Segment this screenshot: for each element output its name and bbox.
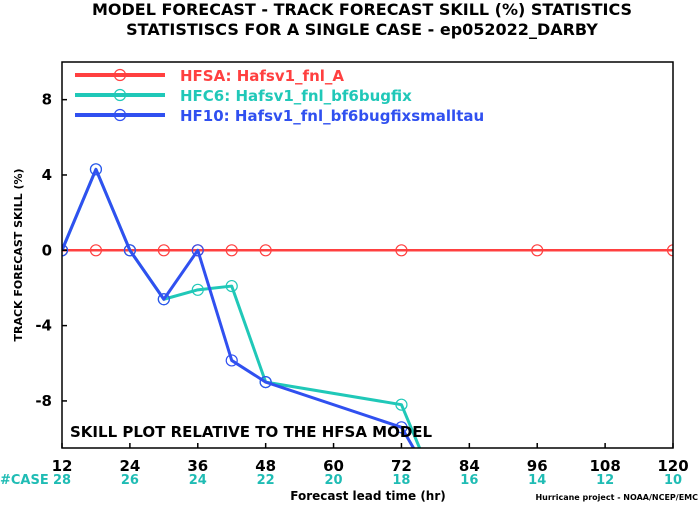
footer-credit: Hurricane project - NOAA/NCEP/EMC [535, 493, 698, 502]
y-tick-label: -8 [35, 392, 52, 410]
data-point [225, 244, 238, 257]
data-point [666, 244, 673, 257]
legend-marker [113, 108, 127, 122]
data-point [531, 244, 544, 257]
legend-label: HF10: Hafsv1_fnl_bf6bugfixsmalltau [180, 107, 484, 125]
case-count: 16 [460, 473, 478, 488]
legend-marker [113, 68, 127, 82]
x-tick-label: 12 [52, 457, 73, 475]
data-point [157, 244, 170, 257]
x-tick-label: 24 [119, 457, 140, 475]
data-point [89, 163, 103, 176]
case-label: #CASE [0, 473, 49, 488]
case-count: 20 [325, 473, 343, 488]
x-tick-label: 60 [323, 457, 344, 475]
data-point [225, 279, 238, 293]
legend-marker [113, 88, 127, 102]
y-tick-label: -4 [35, 317, 52, 335]
data-point [123, 244, 136, 257]
y-axis-label: TRACK FORECAST SKILL (%) [12, 168, 25, 341]
data-point [259, 244, 272, 257]
x-tick-label: 48 [255, 457, 276, 475]
case-count: 28 [53, 473, 71, 488]
x-tick-label: 108 [589, 457, 620, 475]
case-count: 12 [596, 473, 614, 488]
x-axis-label: Forecast lead time (hr) [290, 489, 446, 503]
series-line [62, 167, 416, 448]
case-count: 24 [189, 473, 207, 488]
data-point [395, 398, 408, 411]
x-tick-label: 36 [187, 457, 208, 475]
data-point [62, 244, 69, 257]
series-2 [62, 163, 416, 448]
series-0 [62, 244, 673, 257]
case-count: 22 [257, 473, 275, 488]
data-point [225, 354, 238, 367]
data-point [259, 375, 272, 389]
case-count: 14 [528, 473, 546, 488]
data-point [89, 244, 103, 257]
case-count: 18 [392, 473, 410, 488]
data-point [395, 421, 408, 434]
y-tick-label: 4 [42, 166, 52, 184]
x-tick-label: 72 [391, 457, 412, 475]
case-count: 10 [664, 473, 682, 488]
legend-label: HFSA: Hafsv1_fnl_A [180, 67, 344, 85]
plot-frame [61, 61, 674, 449]
x-tick-label: 96 [527, 457, 548, 475]
legend: HFSA: Hafsv1_fnl_A HFC6: Hafsv1_fnl_bf6bu… [75, 67, 484, 125]
y-tick-label: 0 [42, 241, 52, 259]
case-count: 26 [121, 473, 139, 488]
chart-title: MODEL FORECAST - TRACK FORECAST SKILL (%… [92, 0, 632, 19]
skill-annotation: SKILL PLOT RELATIVE TO THE HFSA MODEL [70, 423, 433, 441]
data-point [395, 244, 408, 257]
data-point [157, 293, 170, 306]
legend-label: HFC6: Hafsv1_fnl_bf6bugfix [180, 87, 412, 105]
y-tick-label: 8 [42, 91, 52, 109]
data-point [191, 244, 204, 257]
chart-subtitle: STATISTISCS FOR A SINGLE CASE - ep052022… [126, 20, 598, 39]
data-point [191, 283, 204, 296]
x-tick-label: 84 [459, 457, 480, 475]
x-tick-label: 120 [657, 457, 688, 475]
